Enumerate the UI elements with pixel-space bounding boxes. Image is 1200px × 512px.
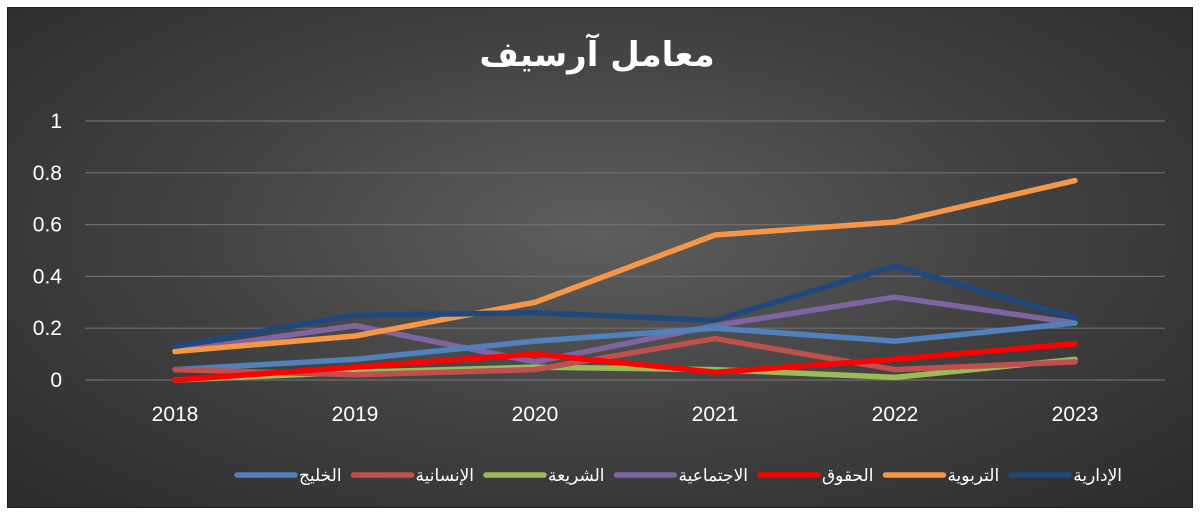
series-line-6 — [172, 263, 1078, 350]
legend-item: الإدارية — [1008, 466, 1122, 486]
series-line-3 — [172, 294, 1078, 365]
series-line-4 — [172, 340, 1078, 383]
y-tick-label: 0.8 — [33, 162, 62, 185]
legend-item: الخليج — [234, 466, 342, 486]
legend-item: الشريعة — [483, 466, 605, 486]
x-tick-label: 2023 — [1052, 403, 1099, 426]
x-axis-ticks: 2018 2019 2020 2021 2022 2023 — [152, 403, 1099, 426]
series-line-0 — [172, 320, 1078, 373]
y-axis-ticks: 0 0.2 0.4 0.6 0.8 1 — [33, 110, 63, 392]
y-tick-label: 0 — [50, 369, 62, 392]
legend-label: الخليج — [299, 466, 342, 486]
series-line-5 — [172, 177, 1078, 355]
legend-label: الاجتماعية — [679, 466, 748, 486]
legend-label: الإدارية — [1073, 466, 1122, 486]
y-tick-label: 0.6 — [33, 214, 62, 237]
x-tick-label: 2022 — [872, 403, 919, 426]
y-tick-label: 0.4 — [33, 265, 63, 288]
legend-item: الإنسانية — [350, 466, 474, 486]
x-tick-label: 2021 — [692, 403, 739, 426]
y-tick-label: 1 — [50, 110, 62, 133]
x-tick-label: 2018 — [152, 403, 199, 426]
legend-label: الإنسانية — [416, 466, 474, 486]
x-tick-label: 2019 — [332, 403, 379, 426]
legend-label: الحقوق — [822, 466, 873, 486]
y-tick-label: 0.2 — [33, 317, 62, 340]
legend: الإدارية التربوية الحقوق الاجتماعية الشريعة ا… — [234, 466, 1122, 486]
legend-label: الشريعة — [548, 466, 605, 486]
chart-area — [7, 7, 1193, 508]
series-lines — [172, 177, 1078, 383]
legend-item: التربوية — [882, 466, 999, 486]
chart-title: معامل آرسيف — [479, 33, 714, 75]
legend-item: الاجتماعية — [613, 466, 748, 486]
legend-item: الحقوق — [757, 466, 873, 486]
x-tick-label: 2020 — [512, 403, 559, 426]
series-line-1 — [172, 335, 1078, 378]
legend-label: التربوية — [947, 466, 999, 486]
